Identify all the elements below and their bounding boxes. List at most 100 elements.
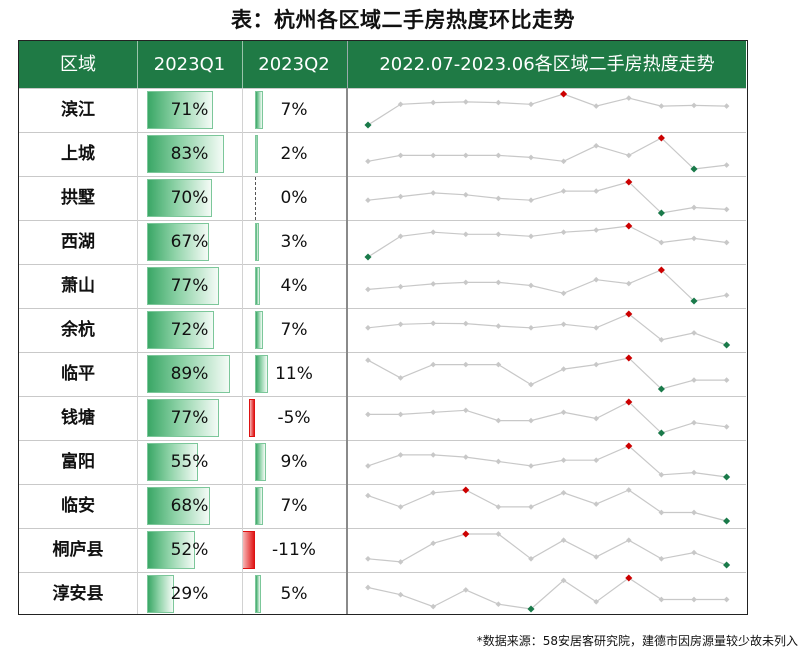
sparkline-point (462, 320, 469, 327)
sparkline-point (691, 469, 697, 476)
q2-value: 5% (280, 584, 308, 604)
sparkline-point (528, 555, 534, 562)
sparkline-point (691, 596, 697, 603)
sparkline-high-point (560, 90, 568, 98)
sparkline-high-point (625, 574, 633, 582)
sparkline-point (593, 188, 600, 194)
q2-bar (255, 443, 266, 481)
sparkline-point (430, 361, 437, 368)
sparkline-point (462, 152, 469, 159)
sparkline-series (367, 577, 727, 610)
q1-value: 70% (170, 188, 209, 208)
q2-cell: -11% (242, 529, 346, 572)
q2-bar (255, 223, 259, 261)
sparkline-point (528, 463, 534, 469)
sparkline-point (495, 323, 502, 329)
q2-cell: 7% (242, 485, 346, 528)
sparkline-point (495, 417, 502, 424)
sparkline-point (593, 142, 600, 149)
sparkline-point (365, 324, 371, 331)
q2-value: 7% (280, 320, 308, 340)
sparkline-point (593, 415, 600, 422)
sparkline-point (593, 598, 600, 605)
q2-bar (255, 135, 258, 173)
sparkline-point (691, 509, 697, 516)
sparkline-series (368, 401, 727, 434)
sparkline-point (528, 282, 534, 289)
q1-value: 77% (170, 408, 209, 428)
sparkline-point (430, 489, 437, 496)
table-row: 桐庐县 52% -11% (19, 528, 746, 572)
sparkline-point (593, 227, 600, 233)
region-name: 余杭 (61, 320, 95, 340)
sparkline-point (560, 229, 567, 236)
table-row: 钱塘 77% -5% (19, 396, 746, 440)
sparkline-point (495, 152, 502, 159)
heat-table: 区域 2023Q1 2023Q2 2022.07-2023.06各区域二手房热度… (18, 40, 748, 615)
q1-cell: 55% (137, 441, 242, 484)
q2-value: 0% (280, 188, 308, 208)
sparkline-point (397, 233, 404, 240)
q1-cell: 77% (137, 265, 242, 308)
sparkline-chart (364, 90, 731, 613)
q2-value: 2% (280, 144, 308, 164)
sparkline-point (365, 584, 371, 591)
sparkline-point (560, 321, 567, 328)
table-row: 西湖 67% 3% (19, 220, 746, 264)
sparkline-point (397, 101, 404, 108)
q2-bar (249, 399, 255, 437)
sparkline-point (593, 361, 600, 368)
sparkline-series (367, 445, 727, 478)
sparkline-point (528, 504, 534, 510)
sparkline-point (625, 280, 632, 287)
sparkline-low-point (723, 473, 731, 481)
sparkline-point (658, 239, 665, 246)
sparkline-point (365, 463, 371, 469)
sparkline-point (658, 555, 665, 562)
q2-cell: 11% (242, 353, 346, 396)
q1-bar (147, 311, 214, 349)
sparkline-point (397, 375, 404, 381)
sparkline-point (528, 233, 534, 240)
page-title: 表：杭州各区域二手房热度环比走势 (231, 8, 575, 32)
sparkline-point (397, 193, 404, 200)
q2-cell: 7% (242, 309, 346, 352)
q1-value: 71% (170, 100, 209, 120)
sparkline-point (430, 152, 437, 159)
sparkline-high-point (625, 222, 633, 230)
sparkline-series (367, 533, 727, 566)
q2-value: -11% (272, 540, 316, 560)
sparkline-point (625, 487, 632, 493)
sparkline-point (560, 489, 567, 496)
q1-value: 83% (170, 144, 209, 164)
sparkline-point (462, 191, 469, 198)
sparkline-point (723, 292, 730, 299)
q2-cell: 9% (242, 441, 346, 484)
sparkline-point (495, 195, 502, 202)
sparkline-point (495, 601, 502, 608)
q2-value: 9% (280, 452, 308, 472)
region-name: 钱塘 (61, 408, 95, 428)
table-row: 富阳 55% 9% (19, 440, 746, 484)
region-name: 滨江 (61, 100, 95, 120)
sparkline-high-point (625, 398, 633, 406)
sparkline-point (593, 324, 600, 331)
table-row: 上城 83% 2% (19, 132, 746, 176)
q1-bar (147, 267, 219, 305)
column-divider (242, 88, 243, 614)
sparkline-point (430, 409, 437, 416)
sparkline-point (528, 324, 534, 331)
sparkline-point (430, 99, 437, 106)
column-divider (346, 88, 348, 614)
sparkline-point (430, 452, 437, 458)
q2-cell: 4% (242, 265, 346, 308)
q1-bar (147, 135, 224, 173)
q2-cell: -5% (242, 397, 346, 440)
sparkline-point (528, 197, 534, 204)
sparkline-point (691, 419, 697, 426)
sparkline-high-point (625, 442, 633, 450)
sparkline-point (560, 457, 567, 464)
sparkline-low-point (690, 297, 698, 305)
sparkline-point (495, 279, 502, 286)
sparkline-point (658, 509, 665, 516)
